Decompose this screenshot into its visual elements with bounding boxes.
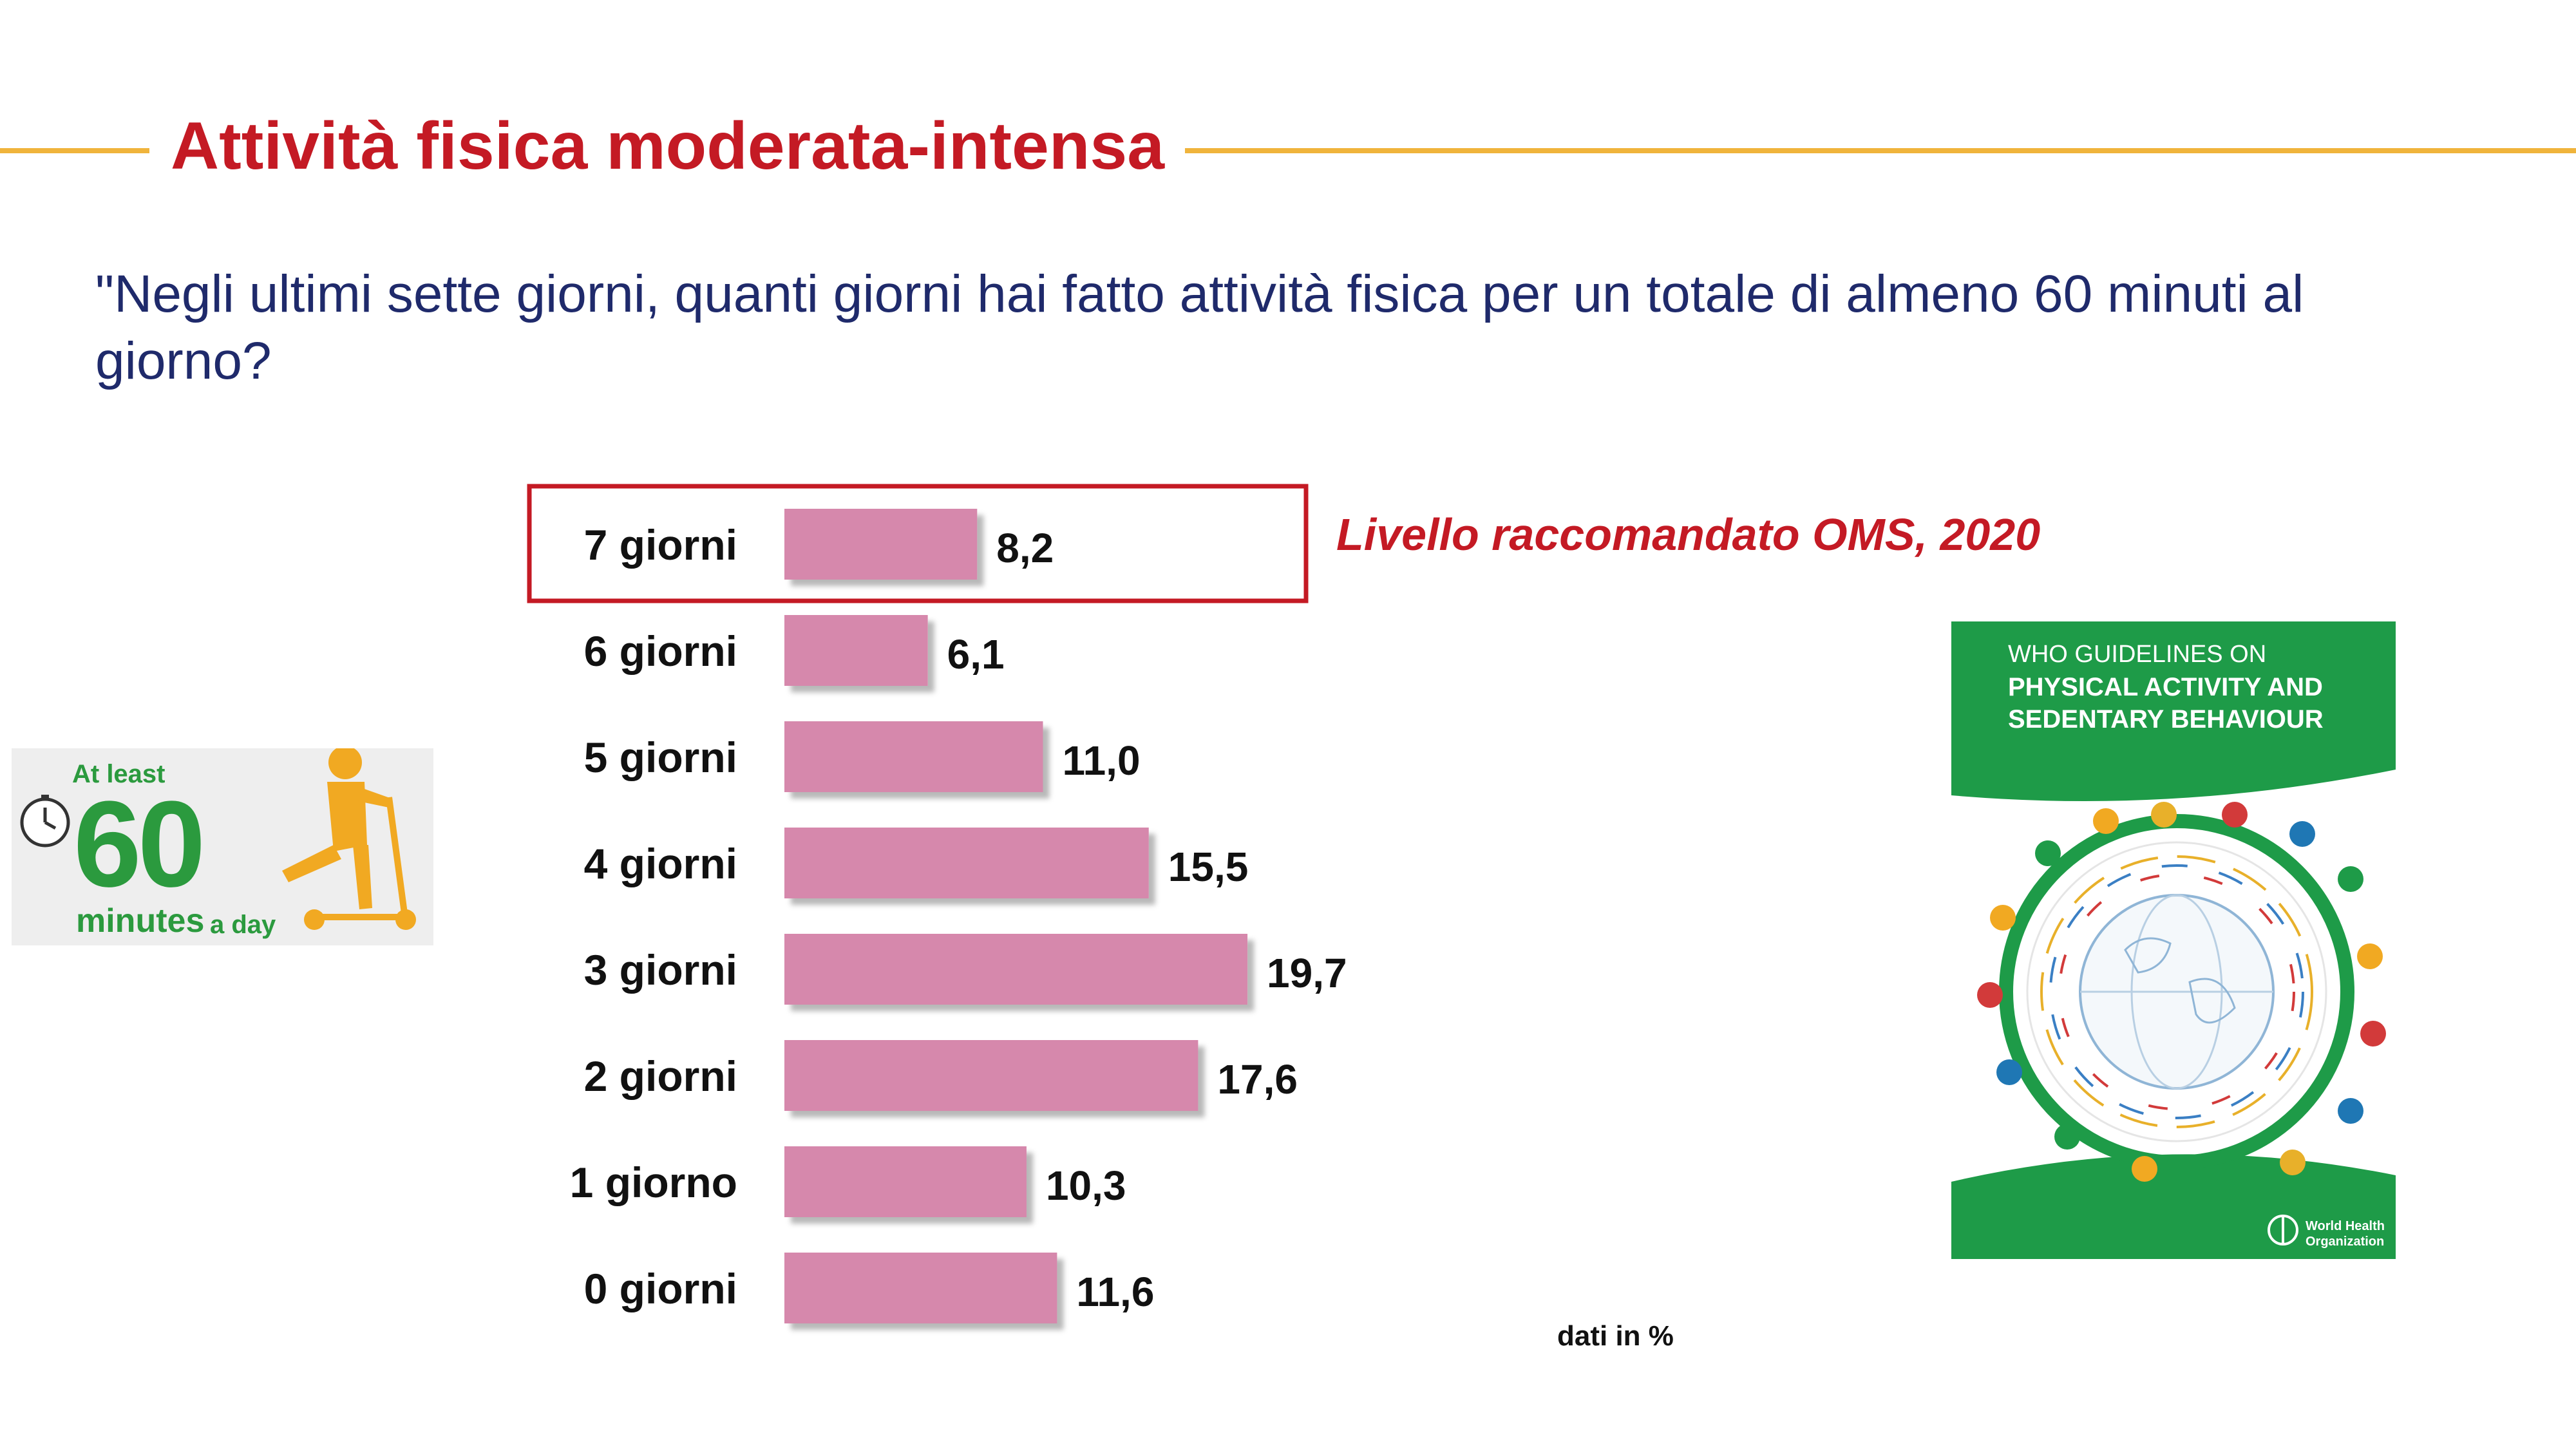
category-label: 5 giorni bbox=[584, 734, 737, 781]
clock-icon bbox=[20, 795, 70, 848]
bar-3-giorni bbox=[784, 934, 1248, 1005]
category-label: 2 giorni bbox=[584, 1052, 737, 1100]
category-label: 6 giorni bbox=[584, 627, 737, 675]
who-org-line1: World Health bbox=[2306, 1219, 2385, 1233]
bar-0-giorni bbox=[784, 1253, 1057, 1323]
value-label: 6,1 bbox=[947, 631, 1005, 677]
bars-layer: 7 giorni 8,2 6 giorni 6,1 5 giorni 11,0 4 gior… bbox=[570, 509, 1347, 1323]
bar-2-giorni bbox=[784, 1040, 1198, 1111]
who-guidelines-cover: WHO GUIDELINES ON PHYSICAL ACTIVITY AND … bbox=[1951, 621, 2396, 1259]
category-label: 4 giorni bbox=[584, 840, 737, 887]
value-label: 17,6 bbox=[1217, 1056, 1298, 1103]
value-label: 19,7 bbox=[1267, 950, 1347, 996]
highlight-box bbox=[527, 484, 1309, 603]
sixty-card-at-least: At least bbox=[72, 760, 166, 788]
value-label: 10,3 bbox=[1046, 1162, 1126, 1209]
who-emblem-icon bbox=[2268, 1215, 2298, 1245]
category-label: 1 giorno bbox=[570, 1159, 737, 1206]
who-cover-line3: SEDENTARY BEHAVIOUR bbox=[2008, 705, 2324, 734]
bar-6-giorni bbox=[784, 615, 928, 686]
bar-4-giorni bbox=[784, 828, 1149, 898]
scooter-child-icon bbox=[282, 748, 416, 930]
who-cover-line2: PHYSICAL ACTIVITY AND bbox=[2008, 673, 2323, 701]
oms-recommendation-note: Livello raccomandato OMS, 2020 bbox=[1336, 509, 2041, 560]
category-label: 3 giorni bbox=[584, 946, 737, 994]
value-label: 11,6 bbox=[1076, 1269, 1154, 1315]
sixty-minutes-card: At least 60 minutes a day bbox=[12, 748, 433, 945]
who-cover-graphics bbox=[1951, 621, 2396, 1259]
who-cover-line1: WHO GUIDELINES ON bbox=[2008, 641, 2267, 668]
sixty-card-graphics bbox=[20, 748, 416, 930]
value-label: 15,5 bbox=[1168, 844, 1249, 890]
page-title: Attività fisica moderata-intensa bbox=[171, 109, 1165, 184]
who-org-line2: Organization bbox=[2306, 1235, 2385, 1249]
sixty-card-minutes: minutes bbox=[76, 902, 205, 940]
title-rule-left bbox=[0, 148, 149, 153]
value-label: 8,2 bbox=[996, 525, 1054, 571]
value-label: 11,0 bbox=[1063, 737, 1141, 784]
category-label: 0 giorni bbox=[584, 1265, 737, 1312]
units-note: dati in % bbox=[1557, 1320, 1674, 1352]
sixty-card-a-day: a day bbox=[210, 911, 276, 939]
title-rule-right bbox=[1185, 148, 2576, 153]
bar-1-giorno bbox=[784, 1146, 1027, 1217]
category-label: 7 giorni bbox=[584, 521, 737, 569]
survey-question: "Negli ultimi sette giorni, quanti giorn… bbox=[95, 265, 2304, 390]
sixty-card-number: 60 bbox=[73, 776, 205, 913]
globe-icon bbox=[2079, 894, 2275, 1090]
athlete-figures bbox=[1977, 802, 2386, 1182]
bar-5-giorni bbox=[784, 721, 1043, 792]
bar-7-giorni bbox=[784, 509, 978, 580]
